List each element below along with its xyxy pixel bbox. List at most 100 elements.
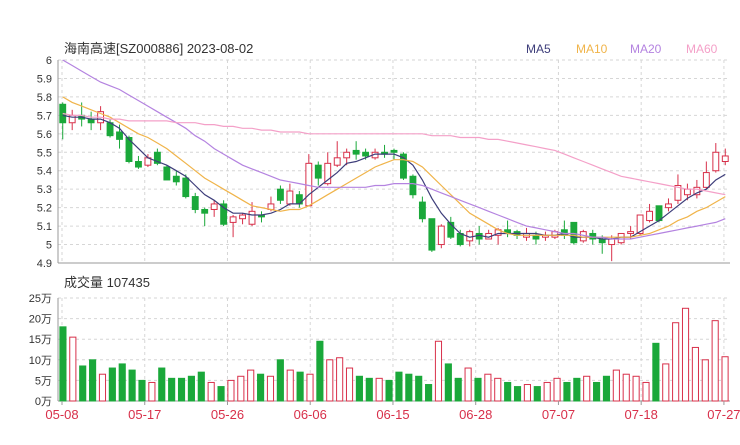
volume-bar [721, 356, 729, 402]
volume-bar [247, 369, 255, 402]
volume-bar [385, 379, 393, 402]
candle [87, 111, 95, 131]
candle-body [343, 151, 351, 159]
candle [305, 154, 313, 207]
volume-bar [593, 381, 601, 402]
candle-body [314, 164, 322, 179]
volume-bar [513, 386, 522, 402]
price-tick-label: 5.9 [37, 73, 52, 85]
volume-bar [701, 359, 709, 402]
candle [437, 224, 445, 249]
candle-body [229, 216, 237, 223]
chart-legend: MA5 MA10 MA20 MA60 [526, 42, 718, 56]
volume-bar [365, 377, 373, 402]
volume-bar [602, 375, 611, 402]
candle-body [712, 151, 720, 172]
candle-body [627, 231, 635, 234]
volume-bar [89, 359, 97, 402]
volume-bar [425, 384, 433, 402]
volume-bar [533, 386, 541, 402]
volume-bar [474, 377, 482, 402]
price-tick-label: 5.8 [37, 92, 52, 104]
volume-bar [168, 377, 176, 402]
price-tick-label: 5.1 [37, 221, 52, 233]
price-panel: 6 5.9 5.8 5.7 5.6 5.5 5.4 5.3 5.2 5.1 5 4.9 [37, 55, 730, 270]
price-tick-label: 5.6 [37, 129, 52, 141]
candle-body [570, 221, 578, 244]
candle-body [693, 186, 701, 196]
candle [276, 185, 284, 204]
date-tick-label: 07-18 [625, 407, 658, 422]
candle-body [646, 210, 653, 222]
candle-body [352, 149, 360, 155]
candle [163, 165, 171, 181]
ma-line-ma20 [62, 59, 726, 240]
candle [239, 213, 246, 225]
candle [135, 155, 142, 169]
candle-body [428, 218, 436, 251]
volume-bar [672, 322, 680, 402]
volume-panel: 25万 20万 15万 10万 5万 0万 [29, 293, 730, 408]
volume-bar [207, 381, 215, 402]
volume-tick-label: 5万 [35, 375, 52, 387]
volume-bar [553, 377, 561, 402]
candle [220, 200, 228, 227]
candle [418, 196, 426, 223]
candle [466, 229, 474, 247]
volume-bar [681, 307, 690, 402]
volume-bar [395, 371, 403, 402]
volume-bar [138, 379, 146, 402]
candle-body [125, 137, 133, 163]
volume-bar [266, 375, 275, 402]
volume-bar [316, 340, 324, 402]
candle [343, 148, 351, 166]
volume-bar [711, 320, 719, 402]
candle-body [362, 151, 370, 157]
candle [560, 220, 568, 240]
chart-title: 海南高速[SZ000886] 2023-08-02 [64, 41, 253, 56]
candle [542, 231, 549, 241]
volume-tick-label: 10万 [29, 355, 52, 367]
candle-body [201, 208, 209, 214]
price-tick-label: 5.2 [37, 203, 52, 215]
price-tick-label: 4.9 [37, 258, 52, 270]
candle-body [172, 175, 180, 183]
candle-body [674, 184, 682, 201]
volume-bar [286, 369, 294, 402]
candle [314, 161, 322, 186]
volume-bar [434, 340, 443, 402]
candle [333, 141, 341, 168]
volume-bar [563, 381, 571, 402]
candle [702, 161, 710, 190]
volume-bar [642, 381, 650, 402]
volume-bar [257, 373, 265, 402]
candle-body [191, 196, 199, 210]
candle-body [333, 157, 341, 166]
volume-bar [612, 369, 620, 402]
volume-bar [177, 377, 186, 402]
price-tick-label: 5.5 [37, 147, 52, 159]
candle [201, 207, 209, 227]
volume-bar [444, 363, 452, 402]
volume-bar [652, 342, 660, 402]
candle-body [210, 203, 218, 210]
candle [295, 191, 303, 208]
candle [352, 141, 360, 160]
volume-bar [227, 379, 235, 402]
volume-bar [691, 346, 699, 402]
candle-body [721, 155, 729, 163]
candle [125, 135, 133, 164]
candle-body [239, 214, 246, 220]
candle [153, 148, 161, 166]
volume-bar [662, 363, 670, 402]
volume-bar [237, 375, 245, 402]
candle [172, 170, 180, 186]
volume-bar [523, 384, 531, 402]
volume-bar [158, 367, 166, 402]
volume-bar [573, 377, 581, 402]
volume-bar [59, 326, 67, 402]
volume-tick-label: 15万 [29, 334, 52, 346]
candle [646, 203, 653, 223]
candle [182, 174, 190, 199]
volume-bar [454, 377, 462, 402]
